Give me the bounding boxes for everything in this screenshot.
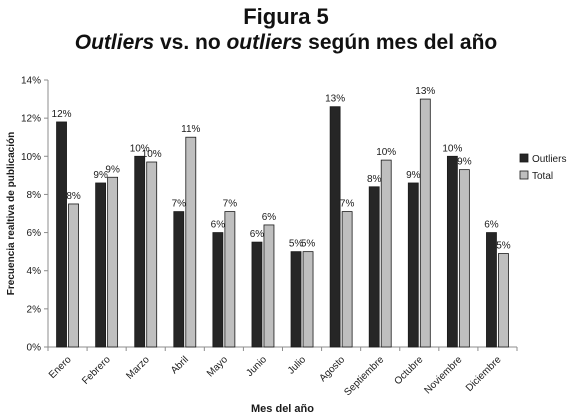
bar-outliers (486, 232, 497, 348)
data-label-outliers: 6% (484, 220, 499, 231)
bar-total (380, 159, 392, 348)
bar-total (146, 161, 158, 348)
bar-outliers (368, 186, 380, 348)
data-label-total: 10% (142, 149, 162, 160)
title-part: outliers (226, 31, 303, 54)
bar-outliers (134, 155, 146, 348)
bar-total (224, 211, 236, 348)
data-label-outliers: 13% (325, 94, 345, 105)
bar-outliers (329, 106, 341, 348)
data-label-outliers: 10% (130, 143, 150, 154)
x-tick-label: Diciembre (464, 354, 504, 394)
bar-outliers (212, 232, 224, 348)
bar-total (458, 169, 470, 348)
y-tick-label: 2% (27, 304, 42, 315)
legend-label-outliers: Outliers (532, 154, 566, 165)
bar-outliers (446, 155, 458, 348)
bar-total (498, 253, 509, 348)
legend-label-total: Total (532, 171, 553, 182)
y-tick-label: 12% (21, 114, 41, 125)
data-label-total: 11% (181, 124, 200, 135)
data-label-outliers: 6% (250, 229, 265, 240)
bar-total (185, 136, 197, 348)
data-label-total: 10% (376, 147, 396, 158)
data-label-total: 5% (496, 241, 511, 252)
title-part: Outliers (74, 31, 155, 54)
x-tick-label: Noviembre (423, 354, 465, 396)
data-label-outliers: 6% (211, 220, 226, 231)
bar-total (419, 98, 431, 348)
x-axis-title: Mes del año (251, 403, 314, 415)
data-label-total: 9% (457, 157, 472, 168)
y-tick-label: 14% (21, 76, 41, 87)
bar-outliers (95, 182, 107, 348)
legend-swatch-total (519, 170, 529, 180)
x-tick-label: Julio (286, 354, 309, 377)
bar-total (68, 203, 79, 348)
data-label-total: 9% (105, 164, 120, 175)
bar-total (341, 211, 353, 348)
data-label-total: 6% (262, 212, 277, 223)
y-tick-label: 10% (21, 152, 41, 163)
x-tick-label: Octubre (392, 354, 425, 387)
data-label-total: 7% (223, 199, 238, 210)
data-label-total: 5% (301, 239, 316, 250)
x-tick-label: Septiembre (342, 354, 386, 398)
legend-swatch-outliers (519, 153, 529, 163)
data-label-outliers: 8% (367, 174, 382, 185)
title-part: según mes del año (302, 31, 498, 54)
title-part: vs. no (154, 31, 227, 54)
figure-header: Figura 5 Outliers vs. no outliers según … (0, 3, 572, 56)
y-tick-label: 6% (27, 228, 42, 239)
y-tick-label: 0% (27, 343, 42, 354)
x-tick-label: Agosto (317, 354, 347, 384)
y-tick-label: 8% (27, 190, 42, 201)
x-tick-label: Junio (244, 354, 269, 379)
bar-outliers (290, 251, 302, 348)
data-label-outliers: 9% (93, 170, 108, 181)
data-label-total: 8% (66, 191, 81, 202)
chart-title: Outliers vs. no outliers según mes del a… (0, 30, 572, 56)
data-label-outliers: 5% (289, 239, 304, 250)
bar-total (107, 176, 119, 348)
bar-outliers (56, 121, 67, 348)
bar-outliers (173, 211, 185, 348)
bar-total (263, 224, 275, 348)
data-label-outliers: 10% (442, 143, 462, 154)
bar-total (302, 251, 314, 348)
data-label-total: 7% (340, 199, 355, 210)
x-tick-label: Marzo (124, 354, 152, 382)
x-tick-label: Mayo (205, 354, 230, 379)
y-axis-title: Frecuencia realtiva de publicación (6, 132, 17, 295)
data-label-outliers: 9% (406, 170, 421, 181)
x-tick-label: Febrero (80, 354, 113, 387)
data-label-total: 13% (415, 86, 435, 97)
figure-label: Figura 5 (243, 4, 329, 29)
data-label-outliers: 12% (52, 109, 72, 120)
data-label-outliers: 7% (172, 199, 187, 210)
bar-outliers (251, 241, 263, 348)
x-tick-label: Abril (169, 354, 191, 376)
x-tick-label: Enero (47, 354, 74, 381)
bar-outliers (407, 182, 419, 348)
y-tick-label: 4% (27, 266, 42, 277)
